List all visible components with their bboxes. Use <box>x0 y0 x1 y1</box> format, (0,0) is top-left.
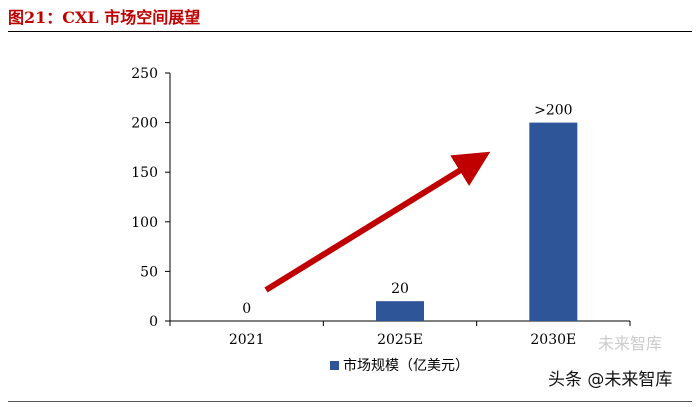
x-tick-label: 2030E <box>530 332 576 348</box>
figure-title: 图21：CXL 市场空间展望 <box>8 8 201 27</box>
y-tick-label: 0 <box>149 314 158 330</box>
legend-label: 市场规模（亿美元） <box>343 357 469 374</box>
y-tick-label: 50 <box>140 264 158 280</box>
bar-2030E <box>529 122 578 321</box>
title-rule <box>8 31 692 32</box>
y-tick-label: 150 <box>131 165 158 181</box>
data-label-2030E: >200 <box>534 103 572 119</box>
data-label-2025E: 20 <box>391 281 409 297</box>
bar-2025E <box>376 301 424 321</box>
bottom-rule <box>8 401 692 402</box>
legend-swatch <box>330 361 339 370</box>
y-tick-label: 250 <box>131 66 158 82</box>
data-label-2021: 0 <box>242 301 251 317</box>
x-tick-label: 2025E <box>377 332 423 348</box>
watermark: 头条 @未来智库 <box>548 370 673 390</box>
y-tick-label: 200 <box>131 116 158 132</box>
watermark-faint: 未来智库 <box>598 334 663 353</box>
trend-arrow <box>264 151 491 293</box>
x-tick-label: 2021 <box>229 332 265 348</box>
y-tick-label: 100 <box>131 215 158 231</box>
